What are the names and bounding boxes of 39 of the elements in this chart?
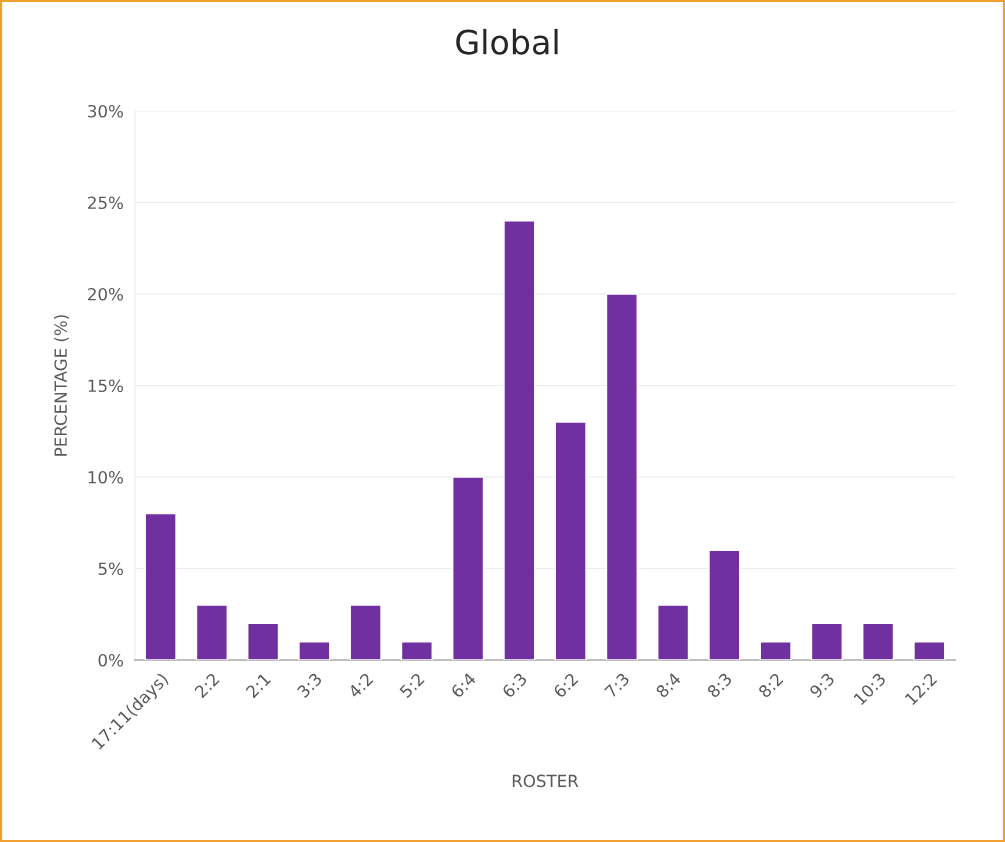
bar (554, 421, 587, 660)
bar (144, 512, 177, 660)
y-tick-label: 5% (98, 562, 123, 576)
chart-title: Global (456, 28, 558, 55)
y-tick-label: 30% (88, 104, 123, 118)
x-tick-label: 4:2 (347, 672, 374, 699)
x-tick-label: 6:4 (450, 671, 477, 699)
bar (400, 641, 433, 660)
x-tick-label: 2:2 (193, 672, 220, 699)
bar (503, 220, 536, 660)
x-tick-label: 7:3 (604, 672, 631, 699)
x-tick-label: 8:2 (757, 672, 784, 699)
bar (708, 549, 741, 660)
y-tick-label: 20% (88, 287, 123, 301)
x-tick-label: 6:3 (501, 672, 528, 699)
bar (759, 641, 792, 660)
bar (810, 622, 843, 660)
bar (349, 604, 382, 660)
bar (298, 641, 331, 660)
x-tick-label: 5:2 (399, 672, 425, 699)
bar (862, 622, 895, 660)
bar (195, 604, 228, 660)
x-tick-label: 8:4 (655, 671, 682, 699)
y-tick-label: 15% (88, 379, 123, 393)
x-tick-label: 9:3 (808, 672, 836, 699)
y-tick-label: 10% (88, 470, 123, 484)
x-axis-title: ROSTER (512, 774, 579, 788)
bar (605, 293, 638, 660)
bar (657, 604, 690, 660)
x-tick-label: 8:3 (706, 672, 733, 699)
x-tick-label: 2:1 (245, 672, 271, 699)
x-tick-label: 6:2 (552, 672, 579, 699)
bar (452, 476, 485, 660)
x-tick-label: 3:3 (296, 672, 323, 699)
bar (913, 641, 946, 660)
y-axis-title: PERCENTAGE (%) (54, 315, 69, 456)
y-tick-label: 25% (88, 196, 123, 210)
y-tick-label: 0% (98, 653, 123, 667)
bar (247, 622, 280, 660)
